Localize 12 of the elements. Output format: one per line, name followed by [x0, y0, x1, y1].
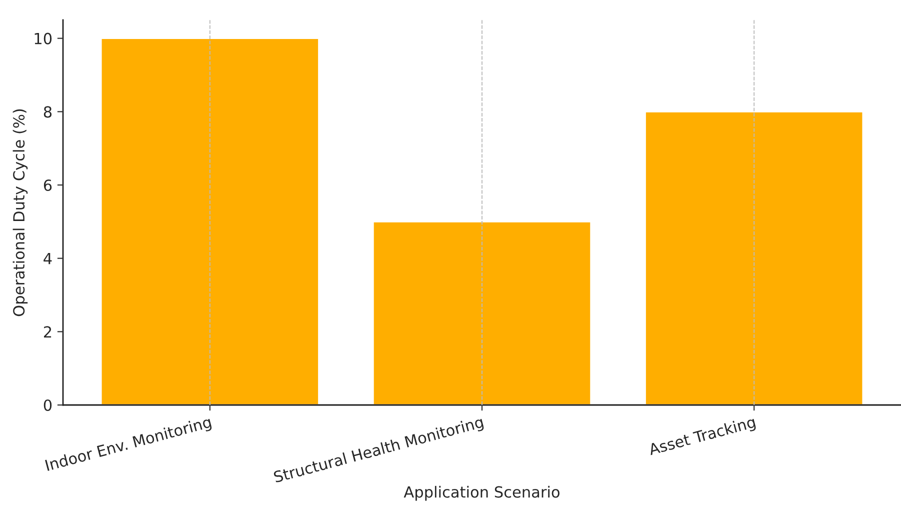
y-tick-label: 10: [34, 32, 52, 44]
x-tick-label: Asset Tracking: [648, 416, 757, 458]
bar: [372, 220, 592, 405]
y-tick-label: 2: [44, 326, 52, 338]
y-tick-label: 8: [44, 106, 52, 118]
y-tick-label: 0: [44, 399, 52, 412]
x-axis-title: Application Scenario: [404, 486, 560, 501]
bar: [644, 110, 864, 405]
y-tick-label: 4: [44, 253, 52, 264]
y-tick-label: 6: [44, 179, 52, 192]
bar: [100, 38, 320, 405]
y-axis-title: Operational Duty Cycle (%): [12, 109, 28, 316]
